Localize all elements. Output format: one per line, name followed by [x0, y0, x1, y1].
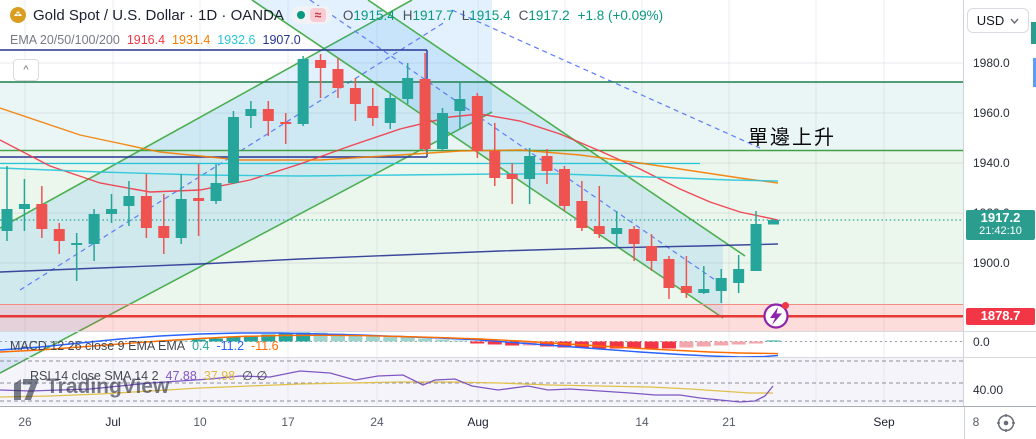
- ohlc-item: C1917.2: [518, 7, 570, 23]
- time-axis-label: 24: [370, 415, 384, 429]
- rising-channel[interactable]: [0, 0, 493, 374]
- symbol-header: Gold Spot / U.S. Dollar · 1D · OANDA ≈ O…: [10, 6, 663, 24]
- tradingview-logo-icon: [14, 379, 39, 400]
- ema-legend-label[interactable]: EMA 20/50/100/200: [10, 33, 120, 47]
- bar-countdown: 21:42:10: [979, 225, 1022, 237]
- price-chart-canvas[interactable]: [0, 0, 963, 406]
- chevron-down-icon: [1010, 18, 1019, 24]
- alert-flash-icon[interactable]: [763, 302, 790, 329]
- market-status-pill[interactable]: ≈: [290, 6, 332, 24]
- axis-price-label: 1940.0: [973, 156, 1010, 170]
- axis-price-label: 1980.0: [973, 56, 1010, 70]
- edge-widget-teal[interactable]: [1031, 22, 1036, 44]
- rsi-legend: RSI 14 close SMA 14 2 47.88 37.98 ∅ ∅: [30, 368, 267, 383]
- ema200-line: [0, 243, 779, 273]
- pane-separator-rsi[interactable]: [0, 357, 1036, 358]
- ema-value: 1907.0: [262, 33, 301, 47]
- collapse-pane-button[interactable]: ^: [13, 59, 39, 81]
- last-price-badge: 1917.2 21:42:10: [966, 210, 1035, 240]
- time-axis-label: Jul: [105, 415, 121, 429]
- time-axis-label: 8: [972, 415, 980, 429]
- macd-value: -11.2: [216, 339, 245, 353]
- rsi-pane: [0, 357, 963, 405]
- axis-price-label: 40.00: [973, 383, 1004, 397]
- dashed-trendline[interactable]: [309, 0, 719, 283]
- axis-price-label: 0.0: [973, 335, 990, 349]
- macd-value: -11.6: [251, 339, 279, 353]
- change-value: +1.8 (+0.09%): [577, 7, 664, 23]
- ohlc-item: H1917.7: [402, 7, 454, 23]
- time-axis[interactable]: 26 Jul 10 17 24 Aug 14 21 Sep 8: [0, 406, 1036, 439]
- ema-value: 1931.4: [172, 33, 211, 47]
- pane-separator-macd[interactable]: [0, 331, 1036, 332]
- ema20-line: [0, 113, 779, 221]
- rsi-value: ∅ ∅: [242, 369, 268, 383]
- time-axis-label: 14: [635, 415, 649, 429]
- alert-price-value: 1878.7: [980, 308, 1021, 323]
- tradingview-watermark: TradingView: [12, 372, 169, 402]
- dashed-trendline[interactable]: [451, 9, 761, 149]
- last-price-value: 1917.2: [980, 210, 1021, 225]
- ema-value: 1932.6: [217, 33, 256, 47]
- time-axis-label: 17: [281, 415, 295, 429]
- approx-price-icon: ≈: [309, 8, 326, 22]
- ohlc-item: L1915.4: [461, 7, 511, 23]
- macd-value: 0.4: [192, 339, 210, 353]
- ema-value: 1916.4: [126, 33, 166, 47]
- time-axis-label: Aug: [467, 415, 489, 429]
- ema-legend: EMA 20/50/100/200 1916.4 1931.4 1932.6 1907.…: [10, 33, 301, 47]
- gold-coin-icon: [10, 7, 26, 23]
- ema50-line: [0, 107, 779, 184]
- time-axis-label: 26: [18, 415, 32, 429]
- chart-text-annotation[interactable]: 單邊上升: [748, 127, 836, 149]
- dashed-trendline[interactable]: [19, 21, 446, 291]
- market-open-dot-icon: [296, 11, 305, 19]
- currency-label: USD: [976, 13, 1005, 28]
- ohlc-values: O1915.4 H1917.7 L1915.4 C1917.2 +1.8 (+0.09%…: [343, 8, 663, 23]
- macd-legend-label[interactable]: MACD 12 26 close 9 EMA EMA: [10, 339, 186, 353]
- currency-toggle-button[interactable]: USD: [967, 8, 1029, 33]
- falling-channel[interactable]: [251, 0, 746, 319]
- ohlc-item: O1915.4: [342, 7, 395, 23]
- rsi-value: 37.98: [203, 369, 236, 383]
- rsi-legend-label[interactable]: RSI 14 close SMA 14 2: [30, 369, 159, 383]
- axis-price-label: 1960.0: [973, 106, 1010, 120]
- axis-settings-gear-icon[interactable]: [995, 412, 1017, 434]
- time-axis-label: Sep: [873, 415, 895, 429]
- candles: [1, 53, 779, 303]
- axis-price-label: 1900.0: [973, 256, 1010, 270]
- watermark-text: TradingView: [46, 375, 170, 398]
- macd-pane: [0, 332, 963, 358]
- macd-legend: MACD 12 26 close 9 EMA EMA 0.4 -11.2 -11.6: [10, 339, 279, 353]
- time-axis-label: 10: [193, 415, 207, 429]
- edge-widget-blue[interactable]: [1033, 58, 1036, 87]
- time-axis-label: 21: [722, 415, 736, 429]
- alert-price-badge: 1878.7: [966, 308, 1035, 325]
- symbol-title[interactable]: Gold Spot / U.S. Dollar · 1D · OANDA: [33, 6, 284, 24]
- rsi-value: 47.88: [165, 369, 197, 383]
- axis-corner-divider: [964, 407, 965, 439]
